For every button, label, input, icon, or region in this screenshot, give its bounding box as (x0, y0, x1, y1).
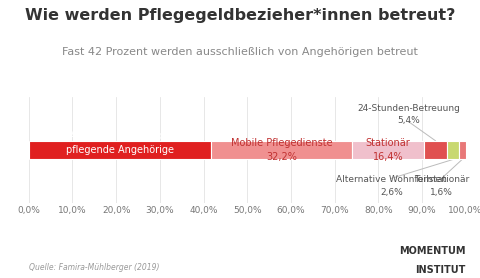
Bar (424, 141, 447, 160)
Text: Stationär
16,4%: Stationär 16,4% (365, 138, 410, 162)
Text: Quelle: Famira-Mühlberger (2019): Quelle: Famira-Mühlberger (2019) (29, 264, 159, 272)
Text: 24-Stunden-Betreuung
5,4%: 24-Stunden-Betreuung 5,4% (358, 104, 460, 125)
Bar (352, 141, 424, 160)
Bar (447, 141, 458, 160)
Text: Fast 42 Prozent werden ausschließlich von Angehörigen betreut: Fast 42 Prozent werden ausschließlich vo… (62, 47, 418, 57)
Text: Mobile Pflegedienste
32,2%: Mobile Pflegedienste 32,2% (231, 138, 333, 162)
Text: Teilstationär
1,6%: Teilstationär 1,6% (414, 175, 469, 197)
Bar (29, 141, 211, 160)
Bar (211, 141, 352, 160)
Text: Wie werden Pflegegeldbezieher*innen betreut?: Wie werden Pflegegeldbezieher*innen betr… (25, 8, 455, 23)
Text: INSTITUT: INSTITUT (415, 265, 466, 275)
Text: MOMENTUM: MOMENTUM (399, 246, 466, 256)
Text: Ausschließlich durch
pflegende Angehörige
41,8%: Ausschließlich durch pflegende Angehörig… (66, 131, 174, 169)
Text: Alternative Wohnformen
2,6%: Alternative Wohnformen 2,6% (336, 175, 447, 197)
Bar (458, 141, 466, 160)
